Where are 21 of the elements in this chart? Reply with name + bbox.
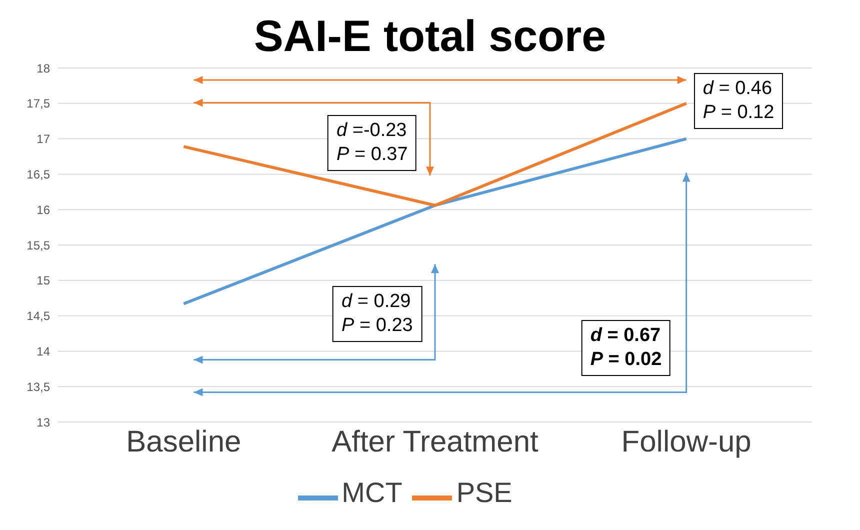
y-tick-label: 15,5 [26,238,50,252]
annotation: d = 0.29 P = 0.23 [342,290,413,338]
y-tick-label: 17 [36,132,50,146]
y-tick-label: 18 [36,61,50,76]
annotation: d =-0.23 P = 0.37 [336,119,408,168]
y-tick-label: 13,5 [26,380,50,394]
y-tick-label: 15 [36,274,50,288]
y-tick-label: 17,5 [26,96,50,111]
y-tick-label: 14 [36,344,50,358]
y-tick-label: 13 [36,415,50,430]
legend-label: MCT [342,477,402,508]
annotation: d = 0.46 P = 0.12 [702,76,774,125]
legend-label: PSE [456,477,512,508]
y-tick-label: 16,5 [26,167,50,182]
x-tick-label: Baseline [126,425,242,458]
y-tick-label: 16 [36,202,50,217]
annotation: d = 0.67 P = 0.02 [590,324,662,372]
chart-title: SAI-E total score [252,12,608,62]
x-tick-label: After Treatment [332,425,540,458]
y-tick-label: 14,5 [26,309,50,324]
x-tick-label: Follow-up [621,425,752,458]
